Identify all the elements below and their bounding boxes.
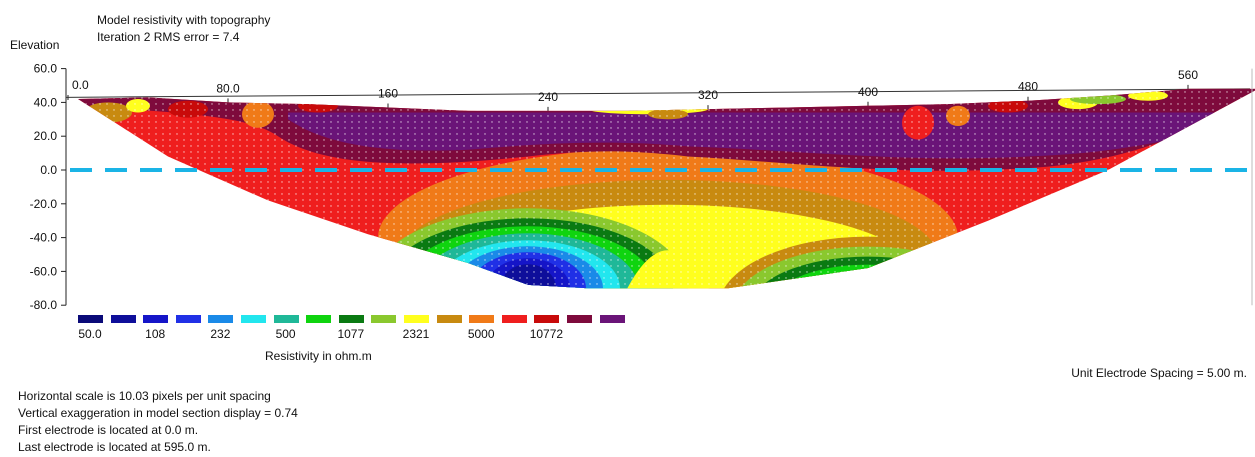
legend-swatch: [110, 315, 136, 323]
legend-swatch: [567, 315, 592, 323]
surface-line: [65, 88, 1251, 98]
x-tick-label: 400: [858, 85, 878, 99]
x-tick-label: 480: [1018, 80, 1038, 94]
unit-electrode-spacing: Unit Electrode Spacing = 5.00 m.: [1071, 366, 1247, 380]
legend-swatch: [241, 315, 266, 323]
x-tick-label: 240: [538, 90, 558, 104]
legend-swatch: [436, 315, 462, 323]
y-tick-label: -60.0: [30, 264, 58, 278]
legend-swatch: [208, 315, 234, 323]
footer-last-electrode: Last electrode is located at 595.0 m.: [18, 440, 211, 454]
legend-label: 10772: [529, 327, 564, 341]
legend-swatch: [469, 315, 495, 323]
y-tick-label: -80.0: [30, 298, 58, 312]
footer-vertical-exaggeration: Vertical exaggeration in model section d…: [18, 406, 298, 420]
legend-swatch: [78, 315, 103, 323]
legend-swatch: [273, 315, 299, 323]
y-tick-label: 0.0: [40, 163, 57, 177]
overlay: [70, 68, 1253, 306]
legend-swatch: [534, 315, 560, 323]
legend-label: 5000: [467, 327, 495, 341]
legend-swatch: [599, 315, 625, 323]
y-tick-label: 40.0: [34, 95, 58, 109]
legend-label: 2321: [402, 327, 430, 341]
x-tick-label: 80.0: [216, 81, 240, 95]
legend-swatch: [143, 315, 169, 323]
legend-swatch: [501, 315, 527, 323]
legend-label: 108: [145, 327, 166, 341]
y-tick-label: 60.0: [34, 62, 58, 76]
legend-title: Resistivity in ohm.m: [265, 349, 372, 363]
footer-horizontal-scale: Horizontal scale is 10.03 pixels per uni…: [18, 389, 271, 403]
axes: 60.0 40.0 20.0 0.0 -20.0 -40.0 -60.0 -80.0 0.0 80…: [30, 62, 1251, 312]
legend-label: 1077: [337, 327, 365, 341]
chart-title: Model resistivity with topography: [97, 13, 271, 27]
x-tick-label: 560: [1178, 68, 1198, 82]
legend-label: 232: [210, 327, 231, 341]
x-tick-label: 160: [378, 86, 398, 100]
y-tick-label: -20.0: [30, 197, 58, 211]
model-block-dots: [78, 88, 1255, 289]
chart-subtitle: Iteration 2 RMS error = 7.4: [97, 30, 240, 44]
y-tick-label: -40.0: [30, 231, 58, 245]
x-tick-label: 320: [698, 88, 718, 102]
legend-label: 50.0: [78, 327, 102, 341]
resistivity-section-plot: 60.0 40.0 20.0 0.0 -20.0 -40.0 -60.0 -80.0 0.0 80…: [30, 62, 1255, 312]
footer-first-electrode: First electrode is located at 0.0 m.: [18, 423, 199, 437]
x-tick-label: 0.0: [72, 78, 89, 92]
legend-label: 500: [275, 327, 296, 341]
legend-swatch: [371, 315, 397, 323]
legend-swatch: [338, 315, 364, 323]
y-axis-label: Elevation: [10, 38, 60, 52]
legend-swatch: [306, 315, 332, 323]
legend-swatch: [175, 315, 201, 323]
resistivity-section: [78, 88, 1255, 289]
near-surface-patch: [444, 100, 492, 111]
legend-swatch: [404, 315, 429, 323]
y-tick-label: 20.0: [34, 129, 58, 143]
